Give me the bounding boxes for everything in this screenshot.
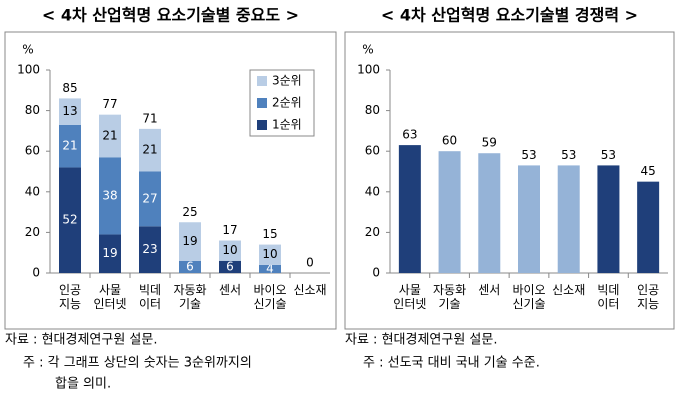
total-label: 17 [222, 223, 237, 237]
bar-segment [99, 234, 121, 273]
data-label: 10 [222, 243, 237, 257]
y-tick-label: 0 [32, 266, 40, 280]
x-tick-label: 자동화 기술 [173, 283, 206, 311]
total-label: 85 [62, 81, 77, 95]
x-tick-label: 인공 지능 [59, 283, 81, 311]
bar-segment [59, 124, 81, 168]
panel-frame [344, 31, 675, 330]
data-label: 13 [62, 104, 77, 118]
y-tick-label: 40 [365, 184, 380, 198]
data-label: 53 [601, 148, 616, 162]
x-tick-label: 바이오 신기술 [253, 283, 286, 311]
bar-segment [99, 157, 121, 235]
x-tick-label: 바이오 신기술 [512, 283, 545, 311]
x-tick-label: 인공 지능 [637, 283, 659, 311]
bar-segment [139, 226, 161, 273]
total-label: 0 [306, 256, 314, 270]
legend-swatch [257, 76, 267, 86]
bar [398, 145, 421, 273]
bar [637, 181, 660, 273]
bar-segment [219, 260, 241, 273]
y-tick-label: 20 [25, 225, 40, 239]
source: 자료 : 현대경제연구원 설문. [5, 333, 157, 348]
total-label: 25 [182, 205, 197, 219]
bar-segment [259, 244, 281, 265]
bar-segment [179, 260, 201, 273]
x-tick-label: 사물 인터넷 [393, 283, 426, 311]
x-tick-label: 자동화 기술 [433, 283, 466, 311]
y-tick-label: 60 [25, 144, 40, 158]
x-tick-label: 센서 [219, 283, 241, 297]
x-tick-label: 사물 인터넷 [93, 283, 126, 311]
y-tick-label: 20 [365, 225, 380, 239]
bar-segment [139, 128, 161, 172]
data-label: 19 [182, 234, 197, 248]
legend-label: 3순위 [272, 74, 302, 88]
data-label: 4 [266, 261, 274, 275]
y-tick-label: 60 [365, 144, 380, 158]
legend-label: 1순위 [272, 118, 302, 132]
x-tick-label: 빅데 이터 [139, 283, 161, 311]
data-label: 60 [442, 134, 457, 148]
y-axis-label: % [22, 43, 33, 57]
data-label: 59 [482, 136, 497, 150]
data-label: 52 [62, 213, 77, 227]
y-tick-label: 0 [372, 266, 380, 280]
bar [557, 165, 580, 273]
bar-segment [259, 264, 281, 273]
data-label: 27 [142, 191, 157, 205]
legend-swatch [257, 120, 267, 130]
y-tick-label: 80 [365, 103, 380, 117]
bar-segment [219, 240, 241, 261]
source: 자료 : 현대경제연구원 설문. [345, 333, 497, 348]
x-tick-label: 빅데 이터 [597, 283, 619, 311]
note: 주 : 선도국 대비 국내 기술 수준. [363, 356, 540, 371]
total-label: 77 [102, 97, 117, 111]
panel-frame [4, 31, 337, 330]
x-tick-label: 센서 [478, 283, 500, 297]
bar [597, 165, 620, 273]
bar-segment [59, 98, 81, 125]
data-label: 45 [641, 164, 656, 178]
data-label: 21 [102, 128, 117, 142]
chart-title: < 4차 산업혁명 요소기술별 중요도 > [42, 6, 299, 25]
y-tick-label: 100 [17, 63, 40, 77]
note: 합을 의미. [55, 377, 111, 392]
total-label: 15 [262, 227, 277, 241]
total-label: 71 [142, 111, 157, 125]
data-label: 63 [402, 128, 417, 142]
bar-segment [139, 171, 161, 227]
bar-segment [99, 114, 121, 158]
y-tick-label: 100 [357, 63, 380, 77]
legend-label: 2순위 [272, 96, 302, 110]
y-axis-label: % [362, 43, 373, 57]
data-label: 21 [142, 143, 157, 157]
data-label: 19 [102, 246, 117, 260]
chart-title: < 4차 산업혁명 요소기술별 경쟁력 > [381, 6, 638, 25]
data-label: 53 [521, 148, 536, 162]
data-label: 6 [186, 259, 194, 273]
y-tick-label: 40 [25, 184, 40, 198]
bar [438, 151, 461, 273]
data-label: 38 [102, 188, 117, 202]
y-tick-label: 80 [25, 103, 40, 117]
bar-segment [59, 167, 81, 273]
legend-swatch [257, 98, 267, 108]
data-label: 6 [226, 259, 234, 273]
bar [518, 165, 540, 273]
bar [478, 153, 501, 273]
x-tick-label: 신소재 [552, 283, 585, 297]
data-label: 21 [62, 139, 77, 153]
x-tick-label: 신소재 [293, 283, 326, 297]
note: 주 : 각 그래프 상단의 숫자는 3순위까지의 [23, 356, 252, 371]
data-label: 23 [142, 242, 157, 256]
data-label: 10 [262, 247, 277, 261]
bar-segment [179, 222, 201, 261]
data-label: 53 [561, 148, 576, 162]
